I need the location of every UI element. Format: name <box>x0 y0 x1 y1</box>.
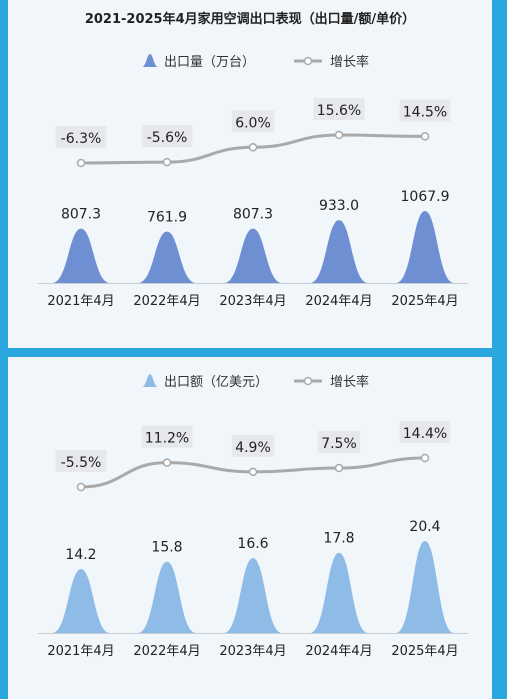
bar-value-label: 20.4 <box>409 519 440 535</box>
x-tick-label: 2025年4月 <box>391 644 458 659</box>
growth-point <box>334 130 344 140</box>
growth-label-bg <box>231 110 275 133</box>
growth-label-bg <box>231 434 275 457</box>
legend: 出口量（万台） 增长率 <box>142 54 369 70</box>
growth-label: 14.5% <box>403 104 447 120</box>
bar-mark <box>138 561 196 633</box>
bar-mark <box>138 231 196 283</box>
legend-bar-swatch <box>142 374 158 387</box>
volume-chart-panel: 2021-2025年4月家用空调出口表现（出口量/额/单价） 出口量（万台） 增长… <box>8 0 492 348</box>
bar-mark <box>310 220 368 283</box>
volume-chart: 出口量（万台） 增长率 807.3 761.9 807.3 933.0 1067.9 2021… <box>38 54 468 309</box>
growth-label: 14.4% <box>403 426 447 442</box>
growth-label: 11.2% <box>145 431 189 447</box>
bar-mark <box>224 228 282 283</box>
bar-value-label: 17.8 <box>323 531 354 547</box>
bar-mark <box>52 228 110 283</box>
growth-label-bg <box>55 126 107 148</box>
x-tick-label: 2023年4月 <box>219 644 286 659</box>
growth-label-bg <box>399 421 451 443</box>
bar-mark <box>396 541 454 633</box>
legend-line-label: 增长率 <box>330 54 369 70</box>
growth-point <box>420 453 430 463</box>
growth-label-bg <box>317 431 361 454</box>
growth-point <box>334 463 344 473</box>
growth-point <box>248 467 258 477</box>
bar-value-label: 807.3 <box>233 207 273 223</box>
growth-label: -6.3% <box>61 131 102 147</box>
legend-bar-label: 出口额（亿美元） <box>164 375 268 390</box>
legend-line-marker <box>303 56 313 66</box>
x-tick-label: 2021年4月 <box>47 294 114 309</box>
x-tick-label: 2024年4月 <box>305 644 372 659</box>
growth-label: 15.6% <box>317 103 361 119</box>
bar-value-label: 807.3 <box>61 207 101 223</box>
growth-label: 4.9% <box>235 440 271 456</box>
growth-point <box>76 482 86 492</box>
bar-value-label: 1067.9 <box>401 189 450 205</box>
value-chart-panel: 出口额（亿美元） 增长率 14.2 15.8 16.6 17.8 20.4 2021年4月 20… <box>8 357 492 699</box>
growth-point <box>248 143 258 152</box>
growth-point <box>162 458 172 467</box>
value-chart: 出口额（亿美元） 增长率 14.2 15.8 16.6 17.8 20.4 2021年4月 20… <box>38 374 468 659</box>
bar-value-label: 933.0 <box>319 198 359 214</box>
x-tick-label: 2023年4月 <box>219 294 286 309</box>
bar-mark <box>396 211 454 283</box>
growth-label-bg <box>141 125 193 148</box>
growth-label: 6.0% <box>235 115 271 131</box>
x-tick-label: 2024年4月 <box>305 294 372 309</box>
chart-title: 2021-2025年4月家用空调出口表现（出口量/额/单价） <box>84 12 416 27</box>
legend: 出口额（亿美元） 增长率 <box>142 374 369 390</box>
growth-label-bg <box>313 98 365 120</box>
legend-bar-label: 出口量（万台） <box>164 55 255 70</box>
bar-value-label: 761.9 <box>147 210 187 226</box>
growth-point <box>162 157 172 167</box>
bar-mark <box>224 558 282 633</box>
x-tick-label: 2022年4月 <box>133 294 200 309</box>
legend-line-label: 增长率 <box>330 374 369 390</box>
bar-mark <box>52 568 110 633</box>
legend-bar-swatch <box>142 54 158 67</box>
bar-value-label: 14.2 <box>65 547 96 563</box>
growth-label-bg <box>399 99 451 122</box>
growth-point <box>76 158 86 168</box>
x-tick-label: 2022年4月 <box>133 644 200 659</box>
bar-value-label: 15.8 <box>151 540 182 556</box>
growth-label: -5.5% <box>61 455 102 471</box>
growth-label: 7.5% <box>321 436 357 452</box>
growth-label-bg <box>55 450 107 472</box>
growth-label: -5.6% <box>147 130 188 146</box>
bar-value-label: 16.6 <box>237 536 268 552</box>
x-tick-label: 2025年4月 <box>391 294 458 309</box>
legend-line-marker <box>303 376 313 386</box>
growth-point <box>420 132 430 141</box>
bar-mark <box>310 552 368 633</box>
growth-label-bg <box>141 425 193 448</box>
x-tick-label: 2021年4月 <box>47 644 114 659</box>
